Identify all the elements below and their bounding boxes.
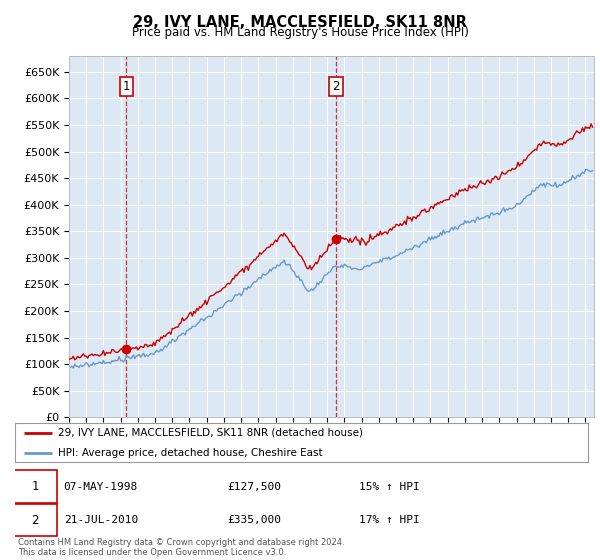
FancyBboxPatch shape xyxy=(14,504,57,536)
Text: £127,500: £127,500 xyxy=(227,482,281,492)
Text: £335,000: £335,000 xyxy=(227,515,281,525)
Text: 1: 1 xyxy=(32,480,39,493)
Text: Contains HM Land Registry data © Crown copyright and database right 2024.
This d: Contains HM Land Registry data © Crown c… xyxy=(18,538,344,557)
Text: HPI: Average price, detached house, Cheshire East: HPI: Average price, detached house, Ches… xyxy=(58,449,323,459)
Text: 15% ↑ HPI: 15% ↑ HPI xyxy=(359,482,419,492)
FancyBboxPatch shape xyxy=(14,470,57,503)
Text: 2: 2 xyxy=(32,514,39,526)
Text: 21-JUL-2010: 21-JUL-2010 xyxy=(64,515,138,525)
Text: 29, IVY LANE, MACCLESFIELD, SK11 8NR (detached house): 29, IVY LANE, MACCLESFIELD, SK11 8NR (de… xyxy=(58,428,363,437)
Text: Price paid vs. HM Land Registry's House Price Index (HPI): Price paid vs. HM Land Registry's House … xyxy=(131,26,469,39)
Text: 29, IVY LANE, MACCLESFIELD, SK11 8NR: 29, IVY LANE, MACCLESFIELD, SK11 8NR xyxy=(133,15,467,30)
Text: 2: 2 xyxy=(332,80,340,93)
Text: 17% ↑ HPI: 17% ↑ HPI xyxy=(359,515,419,525)
Text: 07-MAY-1998: 07-MAY-1998 xyxy=(64,482,138,492)
Text: 1: 1 xyxy=(122,80,130,93)
